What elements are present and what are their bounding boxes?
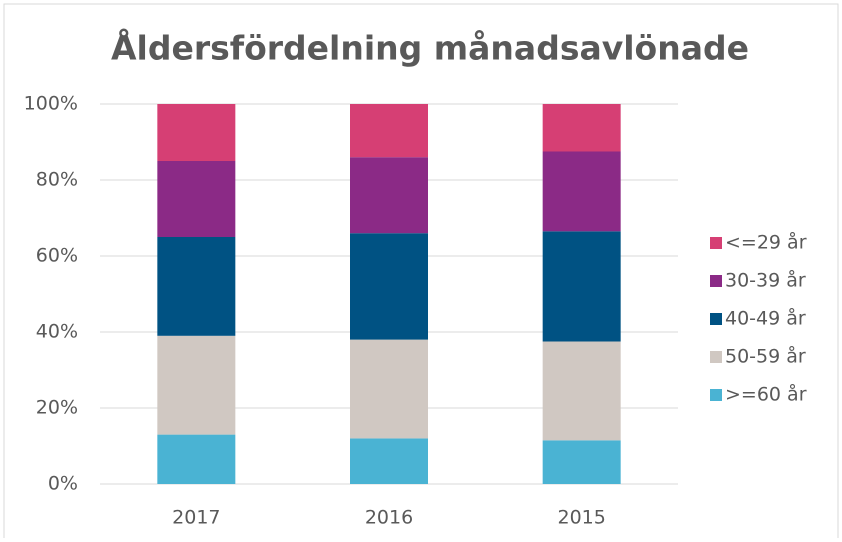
bar-segment (157, 161, 236, 237)
x-tick-label: 2016 (365, 507, 413, 529)
bar-segment (350, 157, 428, 234)
bar-segment (350, 233, 428, 340)
legend-label: 30-39 år (725, 269, 806, 292)
x-tick-label: 2017 (172, 507, 220, 529)
legend-label: <=29 år (725, 231, 807, 254)
legend-swatch (710, 237, 722, 249)
y-tick-label: 80% (36, 169, 78, 191)
bar-segment (542, 231, 621, 342)
chart-border (3, 3, 839, 542)
bar-segment (350, 438, 428, 484)
legend-label: 50-59 år (725, 345, 806, 368)
legend-swatch (710, 313, 722, 325)
bar-segment (542, 151, 621, 232)
bar-segment (350, 339, 428, 439)
chart-title: Åldersfördelning månadsavlönade (111, 28, 749, 68)
legend-swatch (710, 275, 722, 287)
legend-label: 40-49 år (725, 307, 806, 330)
bar-segment (542, 440, 621, 484)
bar-segment (350, 104, 428, 158)
bar-segment (157, 237, 236, 336)
y-tick-label: 60% (36, 245, 78, 267)
bar-segment (157, 335, 236, 435)
bar-segment (542, 341, 621, 441)
bar-segment (157, 434, 236, 484)
y-tick-label: 0% (48, 473, 78, 495)
legend-label: >=60 år (725, 383, 807, 406)
x-tick-label: 2015 (557, 507, 605, 529)
bar-segment (542, 104, 621, 152)
bar-segment (157, 104, 236, 161)
y-tick-label: 100% (24, 93, 78, 115)
y-tick-label: 40% (36, 321, 78, 343)
legend-swatch (710, 389, 722, 401)
legend-swatch (710, 351, 722, 363)
y-tick-label: 20% (36, 397, 78, 419)
